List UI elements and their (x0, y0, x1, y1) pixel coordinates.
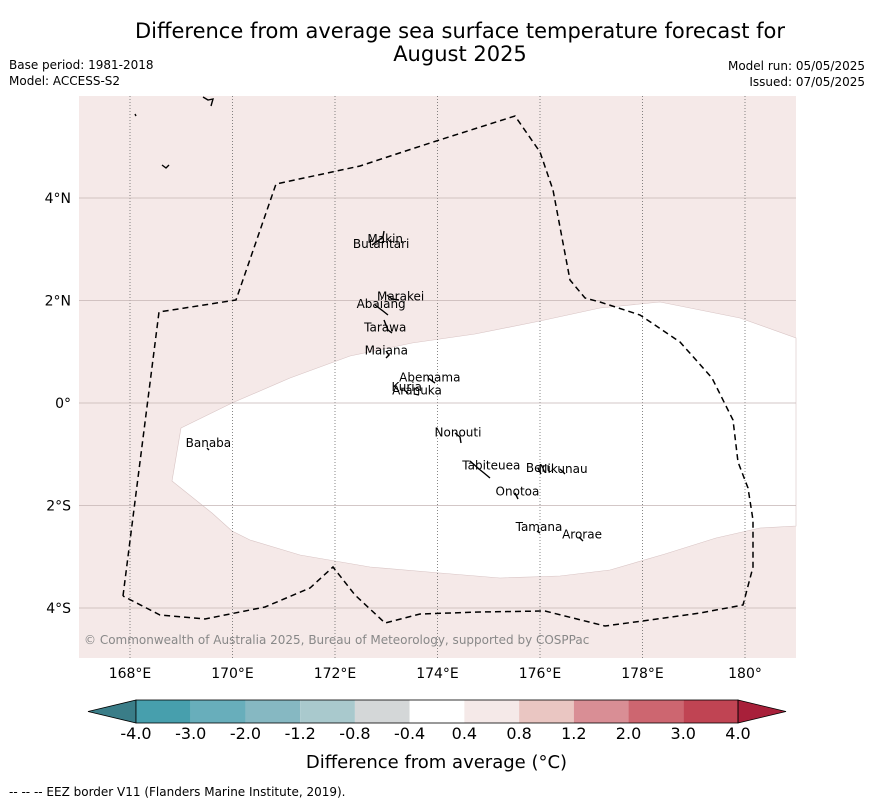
longitude-label: 180° (728, 666, 762, 682)
island-label: Abaiang (357, 297, 406, 311)
island-label: Arorae (562, 527, 602, 541)
colorbar-segment (245, 700, 301, 723)
island-label: Maiana (365, 343, 408, 357)
colorbar-title: Difference from average (°C) (305, 752, 568, 773)
island-label: Beru (526, 461, 554, 475)
colorbar-extend-low (87, 699, 137, 724)
colorbar-tick-label: 3.0 (670, 724, 696, 743)
colorbar-tick-label: -4.0 (120, 724, 152, 743)
near-average-region (171, 301, 797, 579)
colorbar-segment (190, 700, 246, 723)
island-label: Tarawa (363, 320, 406, 334)
island-label: Tabiteuea (461, 459, 520, 473)
longitude-label: 178°E (621, 666, 664, 682)
colorbar-segment (354, 700, 410, 723)
colorbar-tick-label: 0.8 (506, 724, 532, 743)
longitude-label: 176°E (519, 666, 562, 682)
colorbar-segment (409, 700, 465, 723)
colorbar-tick-label: 4.0 (725, 724, 751, 743)
colorbar-tick-label: -1.2 (284, 724, 316, 743)
colorbar (87, 699, 787, 724)
eez-border (122, 115, 754, 627)
latitude-label: 4°N (45, 191, 71, 207)
colorbar-segment (136, 700, 191, 723)
colorbar-extend-high (737, 699, 787, 724)
island-outlines (134, 96, 584, 542)
latitude-label: 4°S (46, 601, 71, 617)
colorbar-segment (683, 700, 738, 723)
eez-footnote: -- -- -- EEZ border V11 (Flanders Marine… (9, 785, 346, 799)
island-label: Aranuka (392, 383, 442, 397)
model-run: Model run: 05/05/2025 (727, 59, 865, 73)
island-label: Nikunau (539, 462, 588, 476)
chart-title: Difference from average sea surface temp… (120, 20, 800, 66)
island-label: Nonouti (435, 425, 482, 439)
base-period: Base period: 1981-2018 (9, 58, 154, 72)
colorbar-segment (464, 700, 520, 723)
colorbar-segment (300, 700, 355, 723)
meta-right: Model run: 05/05/2025 Issued: 07/05/2025 (728, 58, 865, 90)
latitude-label: 2°S (46, 499, 71, 515)
colorbar-tick-label: 2.0 (615, 724, 642, 743)
colorbar-tick-label: -0.4 (394, 724, 426, 743)
island-label: Tamana (515, 520, 563, 534)
colorbar-segment (519, 700, 574, 723)
island-label: Makin (367, 232, 403, 246)
issued-date: Issued: 07/05/2025 (749, 75, 865, 89)
colorbar-tick-label: -3.0 (175, 724, 207, 743)
island-label: Kuria (392, 380, 423, 394)
colorbar-tick-label: 0.4 (451, 724, 478, 743)
title-line-1: Difference from average sea surface temp… (135, 19, 785, 43)
latitude-label: 0° (55, 396, 71, 412)
model-name: Model: ACCESS-S2 (9, 74, 121, 88)
island-label: Onotoa (496, 484, 540, 498)
copyright-text: © Commonwealth of Australia 2025, Bureau… (84, 633, 589, 647)
island-label: Marakei (377, 290, 424, 304)
gridlines (79, 96, 796, 658)
longitude-label: 174°E (416, 666, 459, 682)
latitude-label: 2°N (45, 294, 71, 310)
colorbar-segment (628, 700, 684, 723)
colorbar-frame (135, 699, 739, 724)
island-label: Banaba (186, 436, 232, 450)
title-line-2: August 2025 (393, 42, 527, 66)
colorbar-tick-label: 1.2 (561, 724, 587, 743)
colorbar-segment (573, 700, 629, 723)
meta-left: Base period: 1981-2018 Model: ACCESS-S2 (9, 57, 154, 89)
tick-labels: 168°E 170°E 172°E 174°E 176°E 178°E 180° 4°N 2°N… (45, 191, 762, 682)
island-label: Abemama (399, 370, 460, 384)
longitude-label: 170°E (211, 666, 254, 682)
longitude-label: 168°E (109, 666, 152, 682)
colorbar-tick-label: -2.0 (229, 724, 262, 743)
colorbar-tick-label: -0.8 (339, 724, 371, 743)
longitude-label: 172°E (314, 666, 357, 682)
island-label: Butaritari (353, 237, 410, 251)
